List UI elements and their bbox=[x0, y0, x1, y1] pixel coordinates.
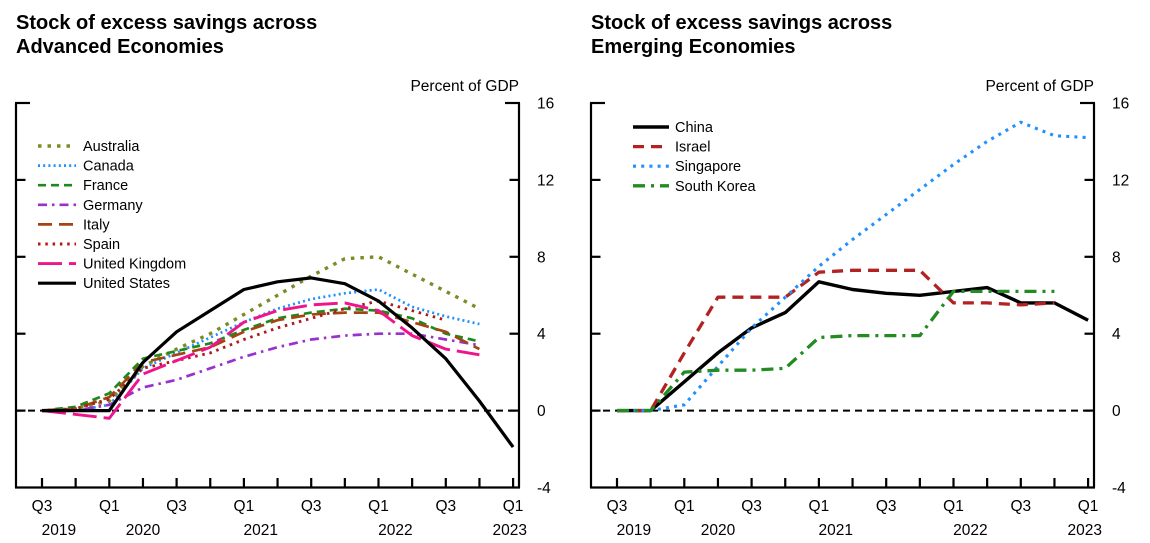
legend-item-singapore: Singapore bbox=[633, 159, 741, 175]
legend-label-singapore: Singapore bbox=[675, 159, 741, 175]
x-axis-quarter-label: Q3 bbox=[607, 498, 628, 515]
x-axis-quarter-label: Q1 bbox=[99, 498, 120, 515]
legend-label-united-kingdom: United Kingdom bbox=[83, 257, 186, 273]
advanced-economies-panel: Stock of excess savings across Advanced E… bbox=[14, 12, 554, 539]
legend-item-china: China bbox=[633, 120, 714, 136]
legend-label-china: China bbox=[675, 120, 714, 136]
y-axis-label: 0 bbox=[537, 403, 546, 420]
y-axis-label: 12 bbox=[537, 172, 554, 189]
y-axis-label: -4 bbox=[537, 480, 551, 497]
y-axis-label: 8 bbox=[537, 249, 546, 266]
legend-label-israel: Israel bbox=[675, 140, 710, 156]
legend-label-canada: Canada bbox=[83, 159, 135, 175]
series-line-canada bbox=[42, 288, 480, 412]
legend-item-canada: Canada bbox=[38, 159, 135, 175]
legend-label-australia: Australia bbox=[83, 139, 140, 155]
x-axis-quarter-label: Q3 bbox=[741, 498, 762, 515]
x-axis-year-label: 2019 bbox=[42, 522, 76, 539]
legend-item-germany: Germany bbox=[38, 198, 143, 214]
legend-label-south-korea: South Korea bbox=[675, 179, 757, 195]
x-axis-year-label: 2020 bbox=[126, 522, 161, 539]
y-axis-unit-label: Percent of GDP bbox=[985, 78, 1094, 95]
x-axis-quarter-label: Q3 bbox=[301, 498, 322, 515]
legend-item-australia: Australia bbox=[38, 139, 140, 155]
x-axis-year-label: 2023 bbox=[1067, 522, 1101, 539]
x-axis-year-label: 2021 bbox=[243, 522, 277, 539]
series-line-france bbox=[41, 307, 480, 412]
legend-label-united-states: United States bbox=[83, 276, 170, 292]
x-axis-year-label: 2019 bbox=[617, 522, 651, 539]
x-axis-quarter-label: Q3 bbox=[32, 498, 53, 515]
x-axis-quarter-label: Q3 bbox=[876, 498, 897, 515]
legend-item-france: France bbox=[38, 178, 128, 194]
y-axis-label: 4 bbox=[1112, 326, 1121, 343]
x-axis-quarter-label: Q1 bbox=[674, 498, 695, 515]
legend-label-italy: Italy bbox=[83, 217, 110, 233]
legend-item-israel: Israel bbox=[633, 140, 710, 156]
legend-label-spain: Spain bbox=[83, 237, 120, 253]
legend-item-italy: Italy bbox=[38, 217, 110, 233]
y-axis-label: 16 bbox=[537, 96, 554, 113]
legend-label-france: France bbox=[83, 178, 128, 194]
x-axis-year-label: 2023 bbox=[492, 522, 526, 539]
legend-label-germany: Germany bbox=[83, 198, 143, 214]
x-axis-year-label: 2020 bbox=[701, 522, 736, 539]
x-axis-quarter-label: Q1 bbox=[943, 498, 964, 515]
chart-title-line2: Advanced Economies bbox=[16, 36, 224, 58]
legend-item-united-kingdom: United Kingdom bbox=[38, 257, 186, 273]
x-axis-quarter-label: Q1 bbox=[809, 498, 830, 515]
y-axis-label: 16 bbox=[1112, 96, 1129, 113]
series-line-united-kingdom bbox=[41, 301, 480, 420]
series-line-israel bbox=[617, 268, 1055, 413]
x-axis-quarter-label: Q1 bbox=[368, 498, 389, 515]
y-axis-label: 8 bbox=[1112, 249, 1121, 266]
chart-title-line1: Stock of excess savings across bbox=[16, 12, 317, 34]
legend-item-united-states: United States bbox=[38, 276, 170, 292]
x-axis-quarter-label: Q3 bbox=[435, 498, 456, 515]
series-line-china bbox=[617, 280, 1089, 413]
y-axis-label: -4 bbox=[1112, 480, 1126, 497]
x-axis-year-label: 2022 bbox=[953, 522, 987, 539]
x-axis-quarter-label: Q1 bbox=[234, 498, 255, 515]
series-line-united-states bbox=[42, 276, 515, 449]
x-axis-quarter-label: Q1 bbox=[503, 498, 524, 515]
legend-item-spain: Spain bbox=[38, 237, 120, 253]
series-line-singapore bbox=[617, 120, 1089, 413]
x-axis-quarter-label: Q3 bbox=[166, 498, 187, 515]
emerging-economies-panel: Stock of excess savings across Emerging E… bbox=[575, 0, 1150, 543]
y-axis-unit-label: Percent of GDP bbox=[410, 78, 519, 95]
x-axis-year-label: 2021 bbox=[818, 522, 852, 539]
y-axis-label: 4 bbox=[537, 326, 546, 343]
series-line-italy bbox=[41, 311, 481, 412]
x-axis-quarter-label: Q1 bbox=[1078, 498, 1099, 515]
chart-title-line1: Stock of excess savings across bbox=[591, 12, 892, 34]
series-line-spain bbox=[41, 299, 447, 413]
series-line-south-korea bbox=[617, 289, 1055, 413]
legend-item-south-korea: South Korea bbox=[633, 179, 757, 195]
y-axis-label: 12 bbox=[1112, 172, 1129, 189]
x-axis-quarter-label: Q3 bbox=[1010, 498, 1031, 515]
y-axis-label: 0 bbox=[1112, 403, 1121, 420]
x-axis-year-label: 2022 bbox=[378, 522, 412, 539]
chart-title-line2: Emerging Economies bbox=[591, 36, 796, 58]
